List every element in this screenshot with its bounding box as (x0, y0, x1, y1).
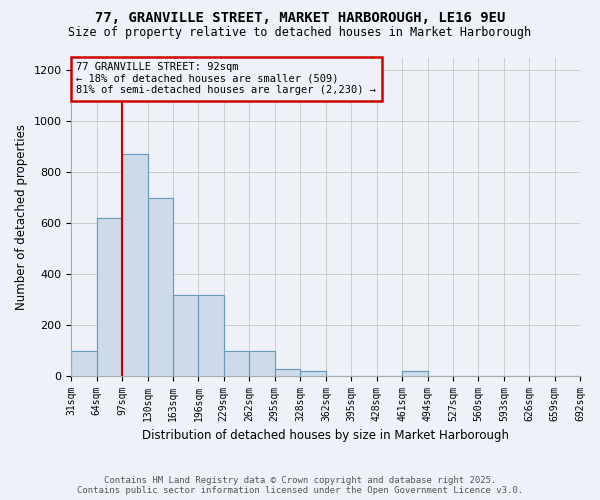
Y-axis label: Number of detached properties: Number of detached properties (15, 124, 28, 310)
Text: 77, GRANVILLE STREET, MARKET HARBOROUGH, LE16 9EU: 77, GRANVILLE STREET, MARKET HARBOROUGH,… (95, 11, 505, 25)
X-axis label: Distribution of detached houses by size in Market Harborough: Distribution of detached houses by size … (142, 430, 509, 442)
Text: Contains HM Land Registry data © Crown copyright and database right 2025.
Contai: Contains HM Land Registry data © Crown c… (77, 476, 523, 495)
Text: Size of property relative to detached houses in Market Harborough: Size of property relative to detached ho… (68, 26, 532, 39)
Text: 77 GRANVILLE STREET: 92sqm
← 18% of detached houses are smaller (509)
81% of sem: 77 GRANVILLE STREET: 92sqm ← 18% of deta… (76, 62, 376, 96)
